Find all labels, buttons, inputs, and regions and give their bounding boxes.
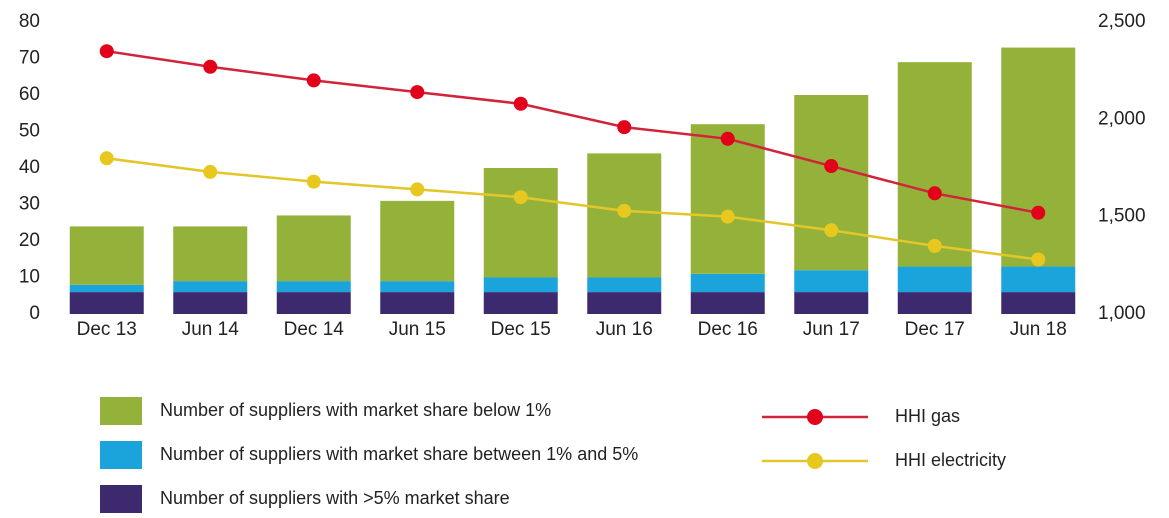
bar <box>483 292 558 314</box>
legend-label: Number of suppliers with market share be… <box>160 444 638 464</box>
bar <box>173 226 248 282</box>
marker <box>720 209 735 224</box>
bar <box>173 292 248 314</box>
marker <box>203 59 218 74</box>
marker <box>99 151 114 166</box>
y2-tick-label: 2,500 <box>1098 11 1146 32</box>
y-tick-label: 10 <box>19 267 40 288</box>
y-tick-label: 30 <box>19 194 40 215</box>
bar <box>794 270 869 293</box>
marker <box>1031 205 1046 220</box>
x-tick-label: Dec 17 <box>905 319 965 340</box>
bar <box>483 168 558 278</box>
marker <box>513 96 528 111</box>
bar <box>587 277 662 293</box>
x-tick-label: Jun 18 <box>1010 319 1067 340</box>
legend-swatch <box>100 397 142 425</box>
legend-marker <box>807 409 823 425</box>
y-tick-label: 40 <box>19 157 40 178</box>
y2-tick-label: 1,000 <box>1098 303 1146 324</box>
marker <box>824 159 839 174</box>
bar <box>897 266 972 293</box>
legend-swatch <box>100 485 142 513</box>
y-tick-label: 50 <box>19 121 40 142</box>
bar <box>1001 292 1076 314</box>
bar <box>897 62 972 267</box>
x-tick-label: Dec 13 <box>77 319 137 340</box>
marker <box>410 85 425 100</box>
bar <box>69 292 144 314</box>
bar <box>690 273 765 293</box>
x-tick-label: Jun 16 <box>596 319 653 340</box>
bar <box>276 281 351 293</box>
x-tick-label: Jun 17 <box>803 319 860 340</box>
bar <box>690 292 765 314</box>
legend-label: Number of suppliers with market share be… <box>160 400 551 420</box>
x-tick-label: Jun 15 <box>389 319 446 340</box>
marker <box>927 186 942 201</box>
bar <box>1001 266 1076 293</box>
x-tick-label: Dec 16 <box>698 319 758 340</box>
bar <box>897 292 972 314</box>
bar <box>276 292 351 314</box>
marker <box>203 164 218 179</box>
marker <box>306 174 321 189</box>
line <box>106 157 1039 261</box>
bar <box>69 226 144 285</box>
y-tick-label: 20 <box>19 230 40 251</box>
marker <box>720 131 735 146</box>
bar <box>69 284 144 293</box>
legend-marker <box>807 453 823 469</box>
bar <box>276 215 351 282</box>
legend-label: HHI gas <box>895 406 960 426</box>
marker <box>410 182 425 197</box>
bar <box>380 200 455 282</box>
bar <box>587 292 662 314</box>
bar <box>794 95 869 271</box>
legend-label: Number of suppliers with >5% market shar… <box>160 488 510 508</box>
x-tick-label: Jun 14 <box>182 319 239 340</box>
bar <box>380 281 455 293</box>
marker <box>306 73 321 88</box>
y2-tick-label: 1,500 <box>1098 206 1146 227</box>
marker <box>1031 252 1046 267</box>
marker <box>513 190 528 205</box>
x-tick-label: Dec 15 <box>491 319 551 340</box>
bar <box>794 292 869 314</box>
y-tick-label: 0 <box>29 303 40 324</box>
marker <box>99 44 114 59</box>
y-tick-label: 70 <box>19 48 40 69</box>
bar <box>173 281 248 293</box>
y-tick-label: 80 <box>19 11 40 32</box>
marker <box>824 223 839 238</box>
bar <box>1001 47 1076 267</box>
line <box>106 49 1039 215</box>
bar <box>690 124 765 274</box>
marker <box>617 120 632 135</box>
y-tick-label: 60 <box>19 84 40 105</box>
legend-label: HHI electricity <box>895 450 1006 470</box>
bar <box>483 277 558 293</box>
bar <box>380 292 455 314</box>
legend-swatch <box>100 441 142 469</box>
marker <box>617 203 632 218</box>
marker <box>927 238 942 253</box>
y2-tick-label: 2,000 <box>1098 108 1146 129</box>
x-tick-label: Dec 14 <box>284 319 345 340</box>
